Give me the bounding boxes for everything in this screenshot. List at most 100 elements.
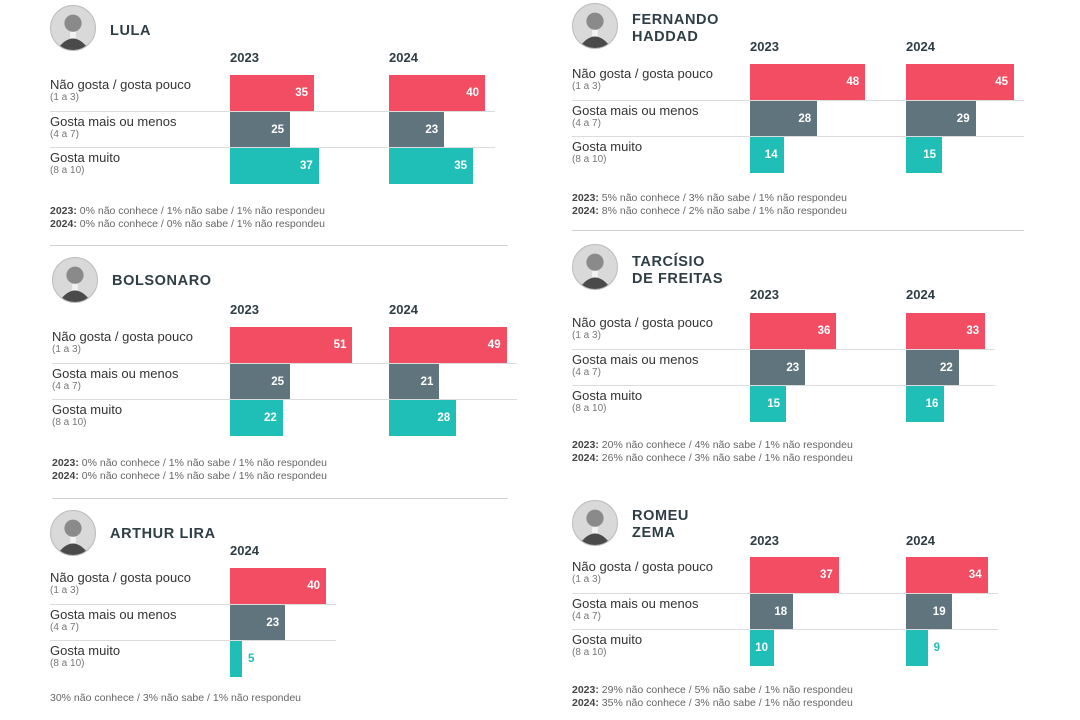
category-scale: (8 a 10): [572, 647, 607, 658]
category-scale: (4 a 7): [572, 366, 601, 378]
footnote: 2024: 0% não conhece / 1% não sabe / 1% …: [52, 470, 327, 482]
series-year-label: 2023: [750, 533, 779, 548]
footnote-text: 8% não conhece / 2% não sabe / 1% não re…: [598, 205, 847, 217]
footnote: 30% não conhece / 3% não sabe / 1% não r…: [50, 692, 301, 704]
bar-like: 16: [906, 386, 945, 422]
bar-value-label: 15: [923, 149, 936, 161]
footnote-text: 0% não conhece / 1% não sabe / 1% não re…: [76, 205, 325, 217]
footnote: 2024: 8% não conhece / 2% não sabe / 1% …: [572, 205, 847, 217]
chart-panel: TARCÍSIO DE FREITAS 2023 2024 Não gosta / g…: [572, 244, 1032, 484]
category-scale: (1 a 3): [50, 92, 79, 103]
bar-neutral: 18: [750, 593, 794, 630]
series-year-label: 2024: [389, 50, 418, 65]
bar-like: 15: [906, 137, 942, 173]
footnote-year: 2024:: [572, 205, 599, 217]
bar-dislike: 40: [230, 568, 326, 604]
bar-value-label: 9: [933, 642, 940, 654]
bar-like: 15: [750, 386, 786, 422]
row-divider: [50, 640, 336, 641]
category-scale: (8 a 10): [52, 417, 87, 428]
row-divider: [572, 99, 1024, 101]
category-label: Não gosta / gosta pouco: [572, 559, 713, 574]
chart-panel: LULA 2023 2024 Não gosta / gosta pouco (1 a …: [50, 5, 510, 246]
chart-panel: ARTHUR LIRA 2024 Não gosta / gosta pouco (1…: [50, 510, 510, 720]
chart-title: BOLSONARO: [112, 273, 212, 289]
bar-value-label: 28: [437, 412, 451, 424]
bar-value-label: 18: [774, 605, 788, 618]
avatar: [50, 5, 96, 51]
person-photo-icon: [578, 253, 612, 289]
bar-like: 35: [389, 148, 473, 184]
bar-value-label: 37: [300, 160, 313, 172]
category-label: Gosta mais ou menos: [572, 102, 699, 118]
bar-value-label: 35: [295, 87, 308, 99]
category-label: Gosta mais ou menos: [572, 351, 699, 367]
bar-like: 14: [750, 137, 784, 173]
row-divider: [52, 399, 517, 400]
footnote: 2023: 20% não conhece / 4% não sabe / 1%…: [572, 439, 853, 451]
series-year-label: 2024: [230, 543, 259, 558]
bar-dislike: 49: [389, 327, 507, 363]
category-scale: (8 a 10): [50, 658, 85, 669]
bar-value-label: 49: [487, 339, 501, 351]
bar-value-label: 25: [271, 123, 284, 136]
category-scale: (1 a 3): [572, 330, 601, 341]
row-divider: [50, 110, 495, 112]
bar-like: 9: [906, 630, 940, 666]
bar-dislike: 34: [906, 557, 988, 593]
bar-value-label: 5: [248, 653, 255, 665]
avatar: [50, 510, 96, 556]
footnote-year: 2024:: [572, 697, 599, 709]
category-label: Não gosta / gosta pouco: [572, 315, 713, 330]
bar-neutral: 25: [230, 363, 290, 400]
avatar: [572, 3, 618, 49]
chart-title: ARTHUR LIRA: [110, 526, 216, 542]
category-label: Gosta muito: [52, 402, 123, 417]
bar-value-label: 21: [420, 375, 434, 388]
category-scale: (1 a 3): [572, 81, 601, 92]
category-label: Não gosta / gosta pouco: [572, 66, 713, 81]
category-label: Gosta mais ou menos: [50, 606, 177, 622]
footnote-year: 2023:: [50, 205, 77, 217]
bar-neutral: 21: [389, 363, 440, 400]
category-scale: (4 a 7): [50, 621, 79, 633]
chart-title: TARCÍSIO DE FREITAS: [632, 254, 724, 287]
category-scale: (1 a 3): [52, 344, 81, 355]
category-scale: (8 a 10): [572, 154, 607, 165]
category-scale: (4 a 7): [50, 128, 79, 140]
bar-neutral: 22: [906, 349, 959, 386]
footnote-text: 20% não conhece / 4% não sabe / 1% não r…: [598, 439, 853, 451]
row-divider: [572, 629, 998, 630]
bar-value-label: 48: [846, 76, 860, 88]
category-label: Não gosta / gosta pouco: [50, 570, 191, 585]
footnote-text: 0% não conhece / 0% não sabe / 1% não re…: [76, 218, 325, 230]
footnote-text: 29% não conhece / 5% não sabe / 1% não r…: [598, 684, 853, 696]
bar-value-label: 15: [767, 398, 780, 410]
footnote-year: 2023:: [52, 457, 79, 469]
bar-dislike: 51: [230, 327, 353, 363]
bar-neutral: 23: [230, 604, 286, 641]
bar-like: 28: [389, 400, 457, 436]
series-year-label: 2024: [906, 39, 935, 54]
panel-divider: [52, 498, 508, 499]
footnote: 2023: 0% não conhece / 1% não sabe / 1% …: [52, 457, 327, 469]
chart-title: FERNANDO HADDAD: [632, 12, 719, 45]
footnote: 2023: 29% não conhece / 5% não sabe / 1%…: [572, 684, 853, 696]
footnote: 2024: 0% não conhece / 0% não sabe / 1% …: [50, 218, 325, 230]
bar-neutral: 19: [906, 593, 952, 630]
series-year-label: 2023: [230, 50, 259, 65]
footnote: 2024: 35% não conhece / 3% não sabe / 1%…: [572, 697, 853, 709]
footnote-year: 2023:: [572, 439, 599, 451]
chart-title: ROMEU ZEMA: [632, 508, 689, 541]
row-divider: [50, 147, 495, 148]
avatar: [572, 244, 618, 290]
category-scale: (4 a 7): [572, 610, 601, 622]
footnote-text: 5% não conhece / 3% não sabe / 1% não re…: [598, 192, 847, 204]
bar-like: 37: [230, 148, 319, 184]
category-label: Não gosta / gosta pouco: [52, 329, 193, 344]
chart-panel: BOLSONARO 2023 2024 Não gosta / gosta pouco…: [52, 257, 517, 499]
row-divider: [572, 348, 996, 350]
footnote-year: 2023:: [572, 192, 599, 204]
chart-panel: ROMEU ZEMA 2023 2024 Não gosta / gosta pouc…: [572, 500, 1032, 720]
panel-divider: [572, 230, 1024, 231]
